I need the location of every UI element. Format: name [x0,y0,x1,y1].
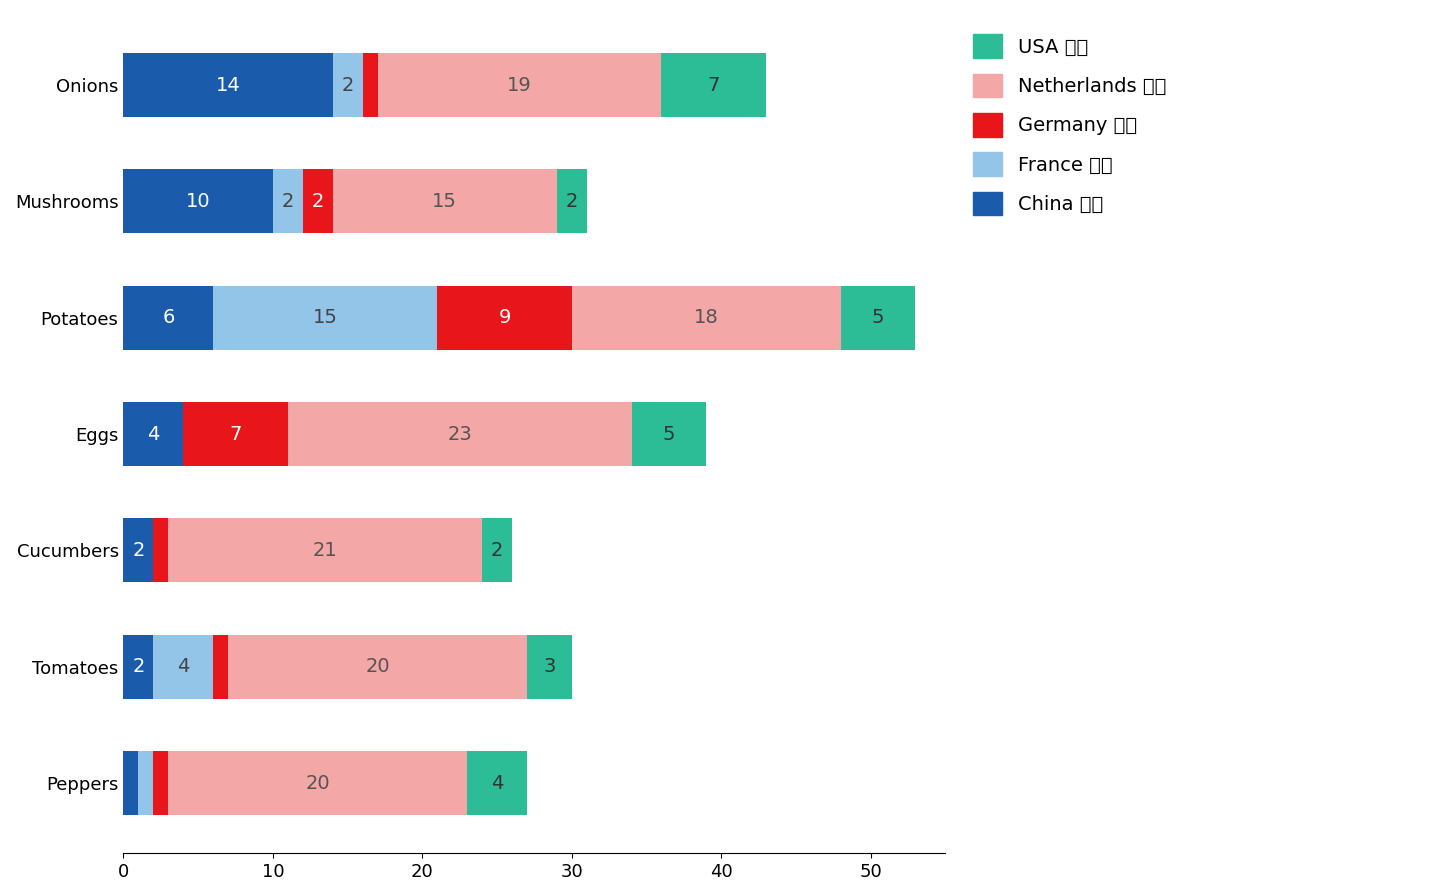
Bar [632,402,706,466]
Text: 4: 4 [147,425,160,444]
Bar [272,169,303,234]
Bar [377,53,661,117]
Bar [482,519,513,582]
Text: 2: 2 [132,658,144,676]
Text: 14: 14 [215,75,240,95]
Text: 3: 3 [543,658,556,676]
Bar [556,169,587,234]
Text: 4: 4 [491,773,504,793]
Legend: USA 🇺🇸, Netherlands 🇳🇱, Germany 🇩🇪, France 🇫🇷, China 🇨🇳: USA 🇺🇸, Netherlands 🇳🇱, Germany 🇩🇪, Fran… [964,25,1176,225]
Text: 7: 7 [230,425,242,444]
Bar [124,286,213,349]
Bar [124,519,153,582]
Text: 2: 2 [491,541,504,560]
Text: 7: 7 [708,75,719,95]
Text: 15: 15 [313,308,338,327]
Bar [332,169,556,234]
Bar [153,751,169,815]
Text: 20: 20 [365,658,390,676]
Bar [363,53,377,117]
Text: 19: 19 [507,75,531,95]
Text: 23: 23 [447,425,472,444]
Bar [527,635,572,699]
Bar [124,402,183,466]
Text: 4: 4 [178,658,189,676]
Bar [303,169,332,234]
Text: 2: 2 [281,192,294,211]
Bar [437,286,572,349]
Bar [169,751,467,815]
Text: 18: 18 [695,308,719,327]
Text: 2: 2 [132,541,144,560]
Text: 9: 9 [498,308,511,327]
Bar [467,751,527,815]
Bar [124,635,153,699]
Bar [332,53,363,117]
Text: 10: 10 [186,192,211,211]
Bar [288,402,632,466]
Text: 6: 6 [162,308,175,327]
Bar [229,635,527,699]
Text: 2: 2 [565,192,578,211]
Bar [183,402,288,466]
Text: 2: 2 [342,75,354,95]
Bar [840,286,916,349]
Bar [153,635,213,699]
Text: 15: 15 [432,192,457,211]
Bar [572,286,840,349]
Text: 5: 5 [662,425,676,444]
Bar [661,53,766,117]
Bar [213,635,229,699]
Bar [213,286,437,349]
Text: 21: 21 [313,541,338,560]
Text: 20: 20 [306,773,331,793]
Text: 2: 2 [312,192,323,211]
Bar [138,751,153,815]
Bar [153,519,169,582]
Bar [124,169,272,234]
Bar [169,519,482,582]
Bar [124,751,138,815]
Bar [124,53,332,117]
Text: 5: 5 [872,308,884,327]
